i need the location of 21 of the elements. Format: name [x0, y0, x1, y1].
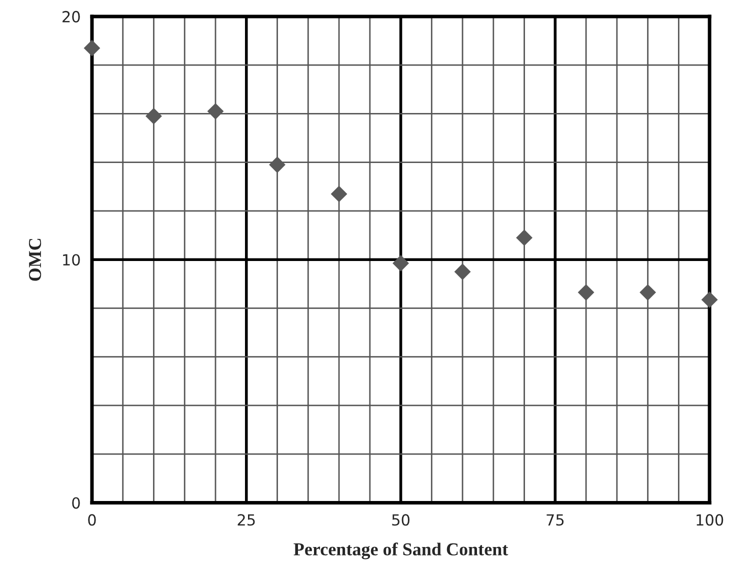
- y-axis-title: OMC: [28, 238, 42, 281]
- point: [578, 284, 594, 301]
- x-tick-label: 100: [696, 514, 724, 526]
- point: [269, 156, 286, 173]
- point: [392, 255, 409, 272]
- y-tick-label: 10: [63, 254, 80, 266]
- point: [640, 284, 656, 301]
- x-tick-label: 25: [238, 514, 255, 526]
- point: [146, 108, 162, 124]
- x-tick-label: 50: [392, 514, 410, 526]
- point: [516, 230, 533, 246]
- point: [330, 186, 348, 202]
- point: [207, 103, 224, 120]
- y-tick-label: 20: [62, 10, 80, 22]
- point: [454, 264, 471, 280]
- x-tick-label: 75: [546, 514, 564, 526]
- x-tick-label: 0: [88, 514, 96, 526]
- point: [84, 40, 100, 56]
- y-tick-label: 0: [72, 497, 80, 509]
- point: [701, 292, 718, 308]
- x-axis-title: Percentage of Sand Content: [294, 542, 508, 560]
